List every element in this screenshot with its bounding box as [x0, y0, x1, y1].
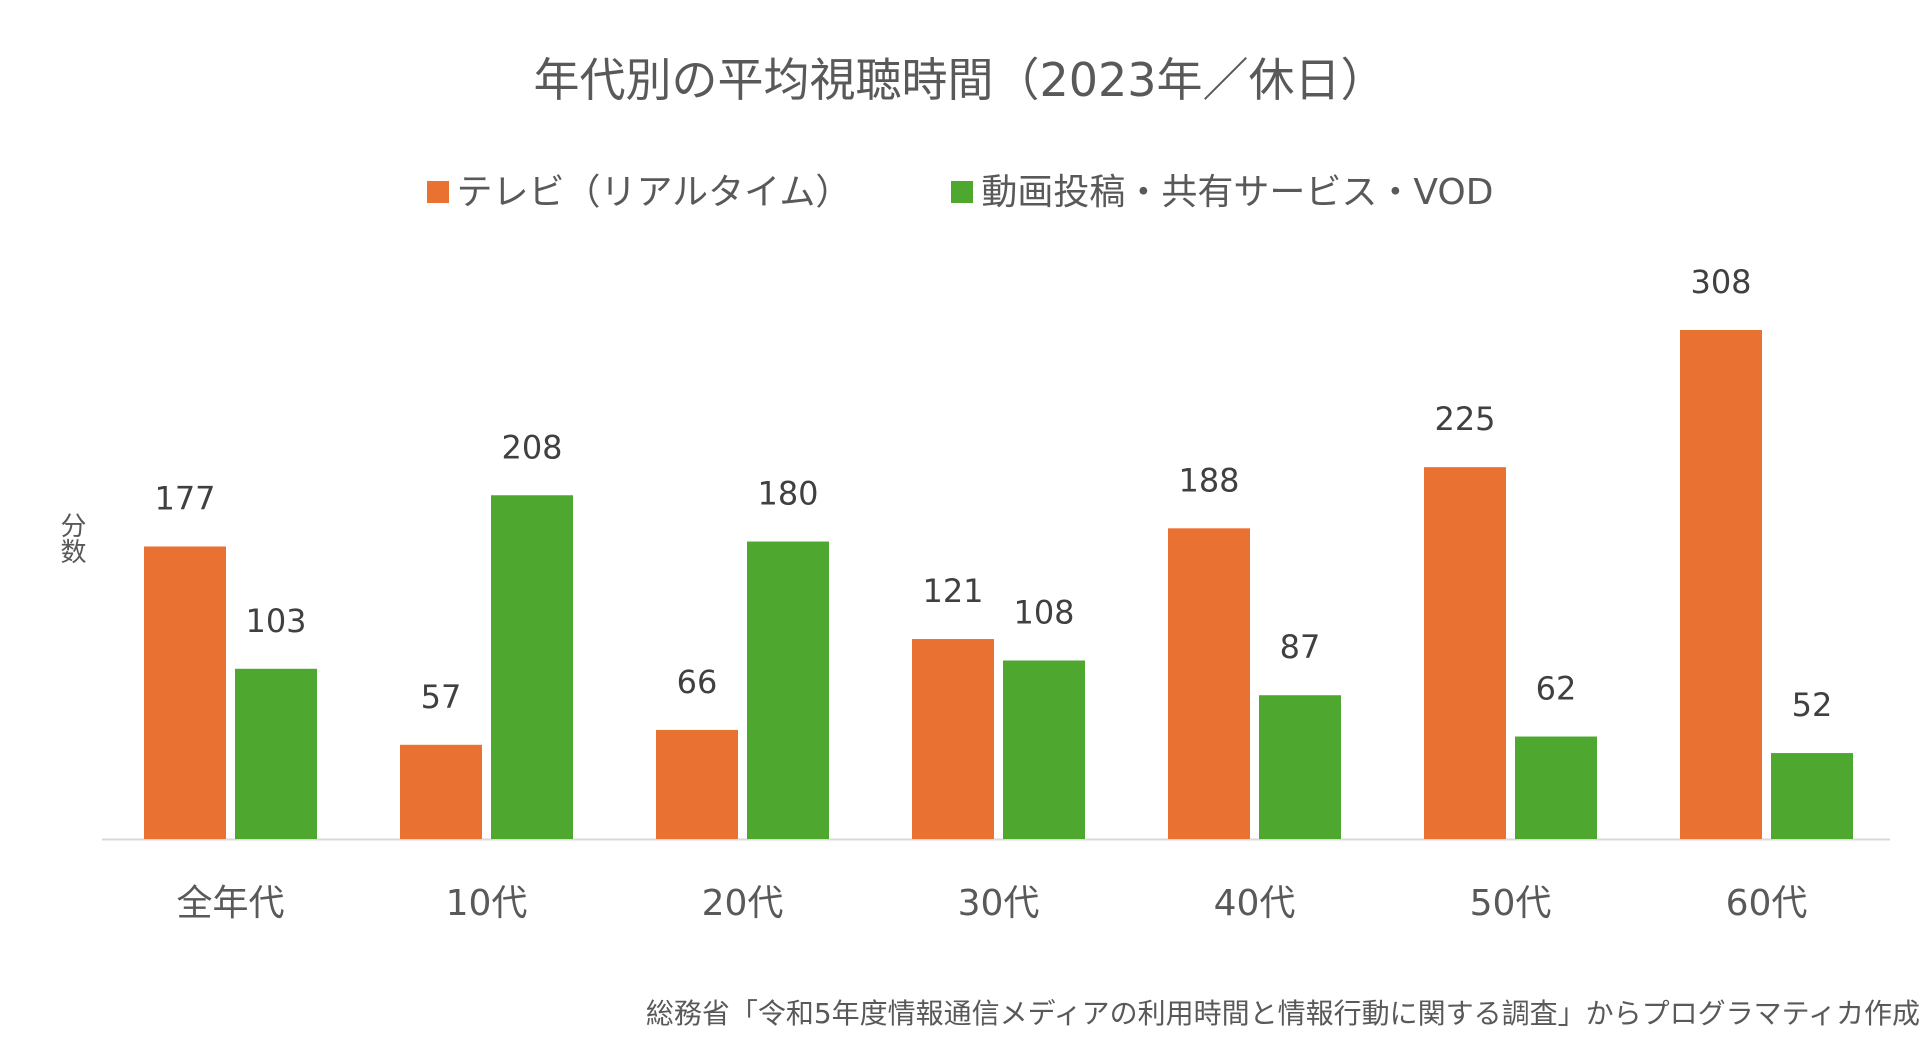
x-tick-label-3: 30代 [958, 883, 1040, 924]
data-label-tv-0: 177 [154, 479, 215, 517]
data-label-video-4: 87 [1280, 628, 1321, 666]
bar-tv-4 [1168, 528, 1250, 839]
legend-label-tv: テレビ（リアルタイム） [456, 172, 852, 213]
chart-title: 年代別の平均視聴時間（2023年／休日） [533, 53, 1387, 107]
data-label-video-1: 208 [501, 428, 562, 466]
bar-video-2 [747, 541, 829, 839]
bar-video-1 [491, 495, 573, 839]
bar-tv-2 [656, 729, 738, 839]
data-label-video-0: 103 [245, 602, 306, 640]
source-note: 総務省「令和5年度情報通信メディアの利用時間と情報行動に関する調査」からプログラ… [645, 997, 1920, 1030]
bar-video-5 [1515, 736, 1597, 839]
data-label-tv-1: 57 [421, 678, 462, 716]
data-label-tv-4: 188 [1178, 461, 1239, 499]
x-tick-label-5: 50代 [1470, 883, 1552, 924]
legend-item-video: 動画投稿・共有サービス・VOD [951, 163, 1493, 215]
bar-video-6 [1771, 753, 1853, 839]
bar-tv-6 [1680, 330, 1762, 839]
data-label-tv-2: 66 [677, 663, 718, 701]
x-tick-label-0: 全年代 [176, 883, 284, 924]
data-label-video-5: 62 [1536, 670, 1577, 708]
bar-tv-0 [144, 546, 226, 839]
data-label-tv-3: 121 [922, 572, 983, 610]
x-tick-label-4: 40代 [1214, 883, 1296, 924]
x-tick-label-1: 10代 [446, 883, 528, 924]
x-tick-label-2: 20代 [702, 883, 784, 924]
bar-tv-1 [400, 744, 482, 839]
bar-tv-3 [912, 639, 994, 839]
data-label-video-6: 52 [1792, 686, 1833, 724]
legend: テレビ（リアルタイム） 動画投稿・共有サービス・VOD [0, 163, 1920, 215]
legend-label-video: 動画投稿・共有サービス・VOD [981, 172, 1494, 213]
y-axis-label: 分数 [56, 512, 86, 564]
bar-video-3 [1003, 660, 1085, 839]
legend-item-tv: テレビ（リアルタイム） [426, 163, 852, 215]
bar-tv-5 [1424, 467, 1506, 839]
bar-video-0 [235, 668, 317, 839]
legend-swatch-tv [426, 181, 449, 203]
x-tick-label-6: 60代 [1726, 883, 1808, 924]
legend-swatch-video [951, 181, 974, 203]
bar-video-4 [1259, 695, 1341, 839]
data-label-video-3: 108 [1013, 594, 1074, 632]
data-label-video-2: 180 [757, 475, 818, 513]
data-label-tv-6: 308 [1690, 263, 1751, 301]
data-label-tv-5: 225 [1434, 400, 1495, 438]
